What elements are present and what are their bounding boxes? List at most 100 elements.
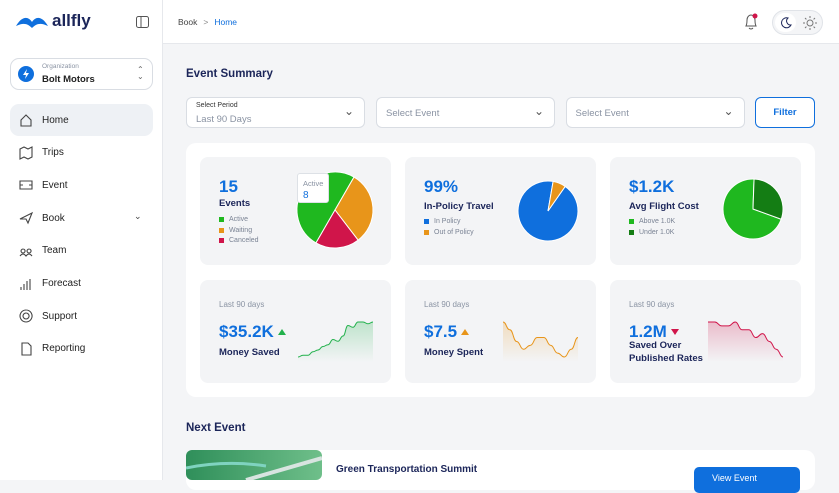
legend-item: In Policy [424, 218, 460, 225]
select-chevron: ⌄ [343, 104, 354, 118]
nav-label: Forecast [42, 278, 81, 289]
sidebar-toggle[interactable] [136, 16, 149, 28]
nav-icon [19, 180, 33, 190]
nav-label: Book [42, 212, 65, 224]
icon-path [19, 309, 33, 323]
top-bar: Book > Home [163, 0, 839, 44]
nav-label: Reporting [42, 343, 86, 355]
trend-period: Last 90 days [424, 300, 470, 309]
event-name: Green Transportation Summit [336, 464, 478, 475]
sun-icon [803, 16, 817, 30]
stat-label: Events [219, 198, 251, 209]
nav-label: Support [42, 310, 78, 322]
org-selector[interactable]: Organization Bolt Motors ⌃ ⌄ [10, 58, 153, 90]
select-placeholder: Select Event [575, 108, 629, 119]
nav-icon [19, 309, 33, 323]
stat-label: In-Policy Travel [424, 201, 494, 212]
legend-swatch [629, 219, 634, 224]
legend-label: Waiting [229, 226, 253, 234]
legend-swatch [424, 229, 429, 235]
nav-label: Trips [42, 147, 64, 159]
nav-icon [19, 211, 33, 225]
nav-label: Event [42, 179, 68, 191]
theme-toggle[interactable] [772, 10, 823, 35]
tooltip-name: Active [303, 179, 324, 188]
icon-path [20, 278, 31, 290]
select-placeholder: Select Event [386, 108, 440, 119]
trend-value: 1.2M [629, 322, 667, 341]
select-label: Select Period [196, 102, 238, 109]
section-title: Event Summary [186, 68, 273, 80]
legend-item: Under 1.0K [629, 229, 674, 236]
icon-path [19, 211, 33, 225]
nav-item[interactable]: Home [10, 104, 153, 136]
trend-label: Money Saved [219, 347, 280, 358]
org-label: Organization [42, 63, 79, 70]
nav-item[interactable]: Team [10, 235, 153, 267]
nav-item[interactable]: Event [10, 169, 153, 201]
nav-item[interactable]: Reporting [10, 333, 153, 365]
nav-icon [19, 145, 33, 160]
event-image [186, 450, 322, 480]
icon-path [21, 342, 32, 356]
legend-swatch [219, 227, 224, 233]
legend-label: Canceled [229, 237, 259, 244]
icon-path [19, 248, 33, 257]
org-chevron: ⌃ ⌄ [137, 65, 144, 81]
brand: allfly [52, 11, 91, 30]
nav-item[interactable]: Support [10, 300, 153, 332]
period-select[interactable]: Select Period Last 90 Days ⌄ [186, 97, 365, 128]
event-select[interactable]: Select Event ⌄ [376, 97, 555, 128]
nav-icon [21, 342, 32, 356]
nav-icon [20, 278, 31, 290]
legend-item: Above 1.0K [629, 218, 675, 225]
trend-label: Saved Over Published Rates [629, 340, 703, 364]
org-name: Bolt Motors [42, 74, 95, 85]
select-chevron: ⌄ [533, 104, 544, 118]
icon-path [20, 114, 32, 127]
legend-item: Active [219, 216, 248, 223]
legend-swatch [629, 229, 634, 235]
trend-period: Last 90 days [629, 300, 675, 309]
view-event-button[interactable]: View Event [694, 467, 800, 493]
legend-label: In Policy [434, 218, 461, 225]
legend-label: Active [229, 216, 249, 223]
filter-button[interactable]: Filter [755, 97, 815, 128]
nav-label: Team [42, 245, 67, 257]
notification-bell[interactable] [743, 13, 759, 31]
legend-label: Under 1.0K [639, 228, 675, 236]
legend-item: Waiting [219, 227, 252, 234]
event-select[interactable]: Select Event ⌄ [565, 97, 745, 128]
moon-icon [781, 17, 792, 29]
crumb: Home [214, 17, 238, 27]
pie-tooltip: Active 8 [297, 173, 329, 203]
nav-item[interactable]: Trips [10, 137, 153, 169]
breadcrumb: Book > Home [178, 17, 238, 27]
nav-icon [20, 114, 32, 127]
legend-item: Canceled [219, 237, 259, 244]
stat-value: 15 [219, 177, 238, 196]
stat-label: Avg Flight Cost [629, 201, 699, 212]
nav-item[interactable]: Forecast [10, 268, 153, 300]
nav-item[interactable]: Book ⌄ [10, 202, 153, 234]
icon-path [19, 145, 33, 160]
nav-label: Home [42, 114, 69, 126]
event-card: Green Transportation Summit View Event [186, 450, 815, 493]
section-title: Next Event [186, 422, 246, 434]
stat-tile [200, 157, 391, 265]
trend-value: $7.5 [424, 322, 458, 341]
sidebar: allfly Organization Bolt Motors ⌃ ⌄ Home T… [0, 0, 163, 480]
legend-item: Out of Policy [424, 229, 474, 236]
logo-icon [16, 17, 48, 28]
icon-path [19, 180, 33, 190]
select-value: Last 90 Days [196, 114, 252, 125]
legend-swatch [219, 217, 224, 222]
trend-value: $35.2K [219, 322, 274, 341]
stat-value: 99% [424, 177, 459, 196]
crumb[interactable]: Book [178, 17, 198, 27]
legend-swatch [424, 219, 429, 224]
stat-value: $1.2K [629, 177, 675, 196]
legend-swatch [219, 238, 224, 243]
trend-label: Money Spent [424, 347, 484, 358]
